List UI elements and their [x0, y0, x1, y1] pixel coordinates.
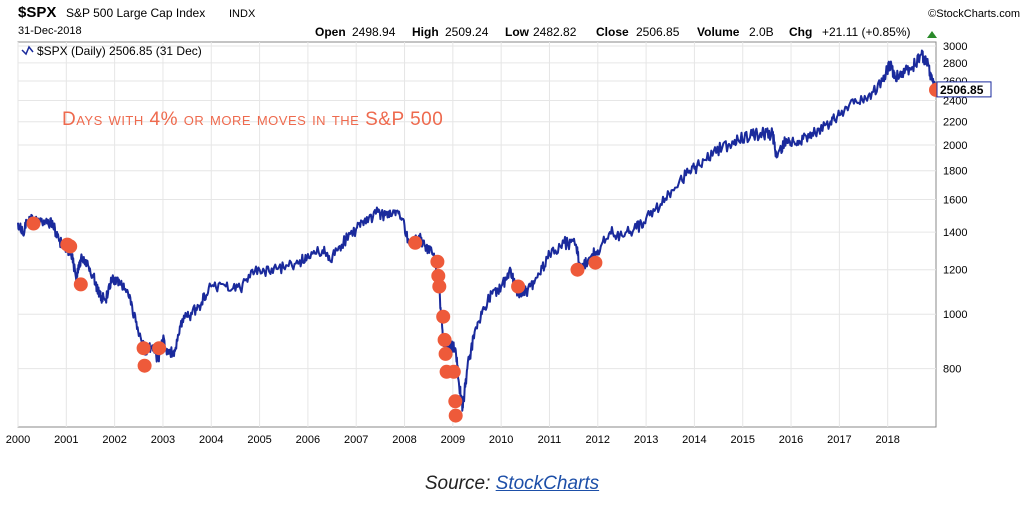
- y-tick-label: 3000: [943, 41, 967, 53]
- legend-line-icon: [21, 45, 34, 56]
- event-marker: [436, 309, 451, 324]
- x-tick-label: 2007: [344, 434, 368, 446]
- date-label: 31-Dec-2018: [18, 25, 82, 37]
- event-marker: [511, 279, 526, 294]
- x-tick-label: 2012: [586, 434, 610, 446]
- open-label: Open: [315, 25, 346, 39]
- high-value: 2509.24: [445, 25, 489, 39]
- event-marker: [408, 235, 423, 250]
- index-name: S&P 500 Large Cap Index: [66, 6, 205, 20]
- event-marker: [63, 239, 78, 254]
- event-marker: [570, 262, 585, 277]
- event-marker: [431, 268, 446, 283]
- volume-label: Volume: [697, 25, 740, 39]
- event-marker: [430, 254, 445, 269]
- y-tick-label: 2000: [943, 140, 967, 152]
- y-tick-label: 1600: [943, 194, 967, 206]
- y-tick-label: 2200: [943, 117, 967, 129]
- source-link[interactable]: StockCharts: [495, 473, 600, 494]
- chg-value: +21.11 (+0.85%): [822, 25, 911, 39]
- x-tick-label: 2009: [441, 434, 465, 446]
- plot-area: [17, 41, 937, 428]
- event-marker: [136, 341, 151, 356]
- low-value: 2482.82: [533, 25, 577, 39]
- exchange-label: INDX: [229, 8, 256, 20]
- y-tick-label: 800: [943, 364, 961, 376]
- event-marker: [26, 216, 41, 231]
- chg-label: Chg: [789, 25, 812, 39]
- event-marker: [448, 394, 463, 409]
- x-tick-label: 2006: [296, 434, 320, 446]
- event-marker: [588, 255, 603, 270]
- x-axis: 2000 2001 2002 2003 2004 2005 2006 2007 2008 2009…: [6, 434, 900, 446]
- source-caption: Source: StockCharts: [0, 473, 1024, 495]
- y-tick-label: 1800: [943, 166, 967, 178]
- brand-label: ©StockCharts.com: [928, 8, 1020, 20]
- x-tick-label: 2001: [54, 434, 78, 446]
- y-tick-label: 1400: [943, 227, 967, 239]
- y-tick-label: 2800: [943, 58, 967, 70]
- close-value: 2506.85: [636, 25, 680, 39]
- x-tick-label: 2018: [875, 434, 899, 446]
- ohlc-summary: Open 2498.94 High 2509.24 Low 2482.82 Cl…: [315, 25, 937, 39]
- price-chart: $SPX S&P 500 Large Cap Index INDX 31-Dec…: [6, 4, 1020, 446]
- last-price-box: [936, 81, 992, 98]
- symbol-label: $SPX: [18, 4, 56, 21]
- low-label: Low: [505, 25, 530, 39]
- grid-lines: [17, 42, 936, 427]
- close-label: Close: [596, 25, 629, 39]
- x-tick-label: 2010: [489, 434, 513, 446]
- change-up-icon: [927, 31, 937, 38]
- x-tick-label: 2017: [827, 434, 851, 446]
- chart-annotation: Days with 4% or more moves in the S&P 50…: [62, 109, 443, 130]
- x-tick-label: 2011: [538, 434, 562, 446]
- legend: $SPX (Daily) 2506.85 (31 Dec): [21, 44, 202, 58]
- source-prefix: Source:: [424, 473, 491, 494]
- legend-label: $SPX (Daily) 2506.85 (31 Dec): [37, 44, 202, 58]
- volume-value: 2.0B: [749, 25, 774, 39]
- y-tick-label: 1000: [943, 309, 967, 321]
- x-tick-label: 2004: [199, 434, 223, 446]
- event-marker: [152, 341, 167, 356]
- high-label: High: [412, 25, 439, 39]
- x-tick-label: 2014: [682, 434, 706, 446]
- event-marker: [73, 277, 88, 292]
- event-marker: [137, 358, 152, 373]
- x-tick-label: 2015: [730, 434, 754, 446]
- event-marker: [432, 279, 447, 294]
- x-tick-label: 2005: [247, 434, 271, 446]
- y-tick-label: 1200: [943, 265, 967, 277]
- x-tick-label: 2016: [779, 434, 803, 446]
- last-price-value: 2506.85: [940, 83, 984, 97]
- y-tick-label: 2400: [943, 96, 967, 108]
- event-marker: [446, 364, 461, 379]
- event-marker: [438, 346, 453, 361]
- event-marker: [437, 332, 452, 347]
- last-price-tag: 2506.85: [936, 81, 992, 98]
- x-tick-label: 2000: [6, 434, 30, 446]
- open-value: 2498.94: [352, 25, 396, 39]
- x-tick-label: 2002: [102, 434, 126, 446]
- x-tick-label: 2003: [151, 434, 175, 446]
- x-tick-label: 2008: [392, 434, 416, 446]
- x-tick-label: 2013: [634, 434, 658, 446]
- event-marker: [448, 408, 463, 423]
